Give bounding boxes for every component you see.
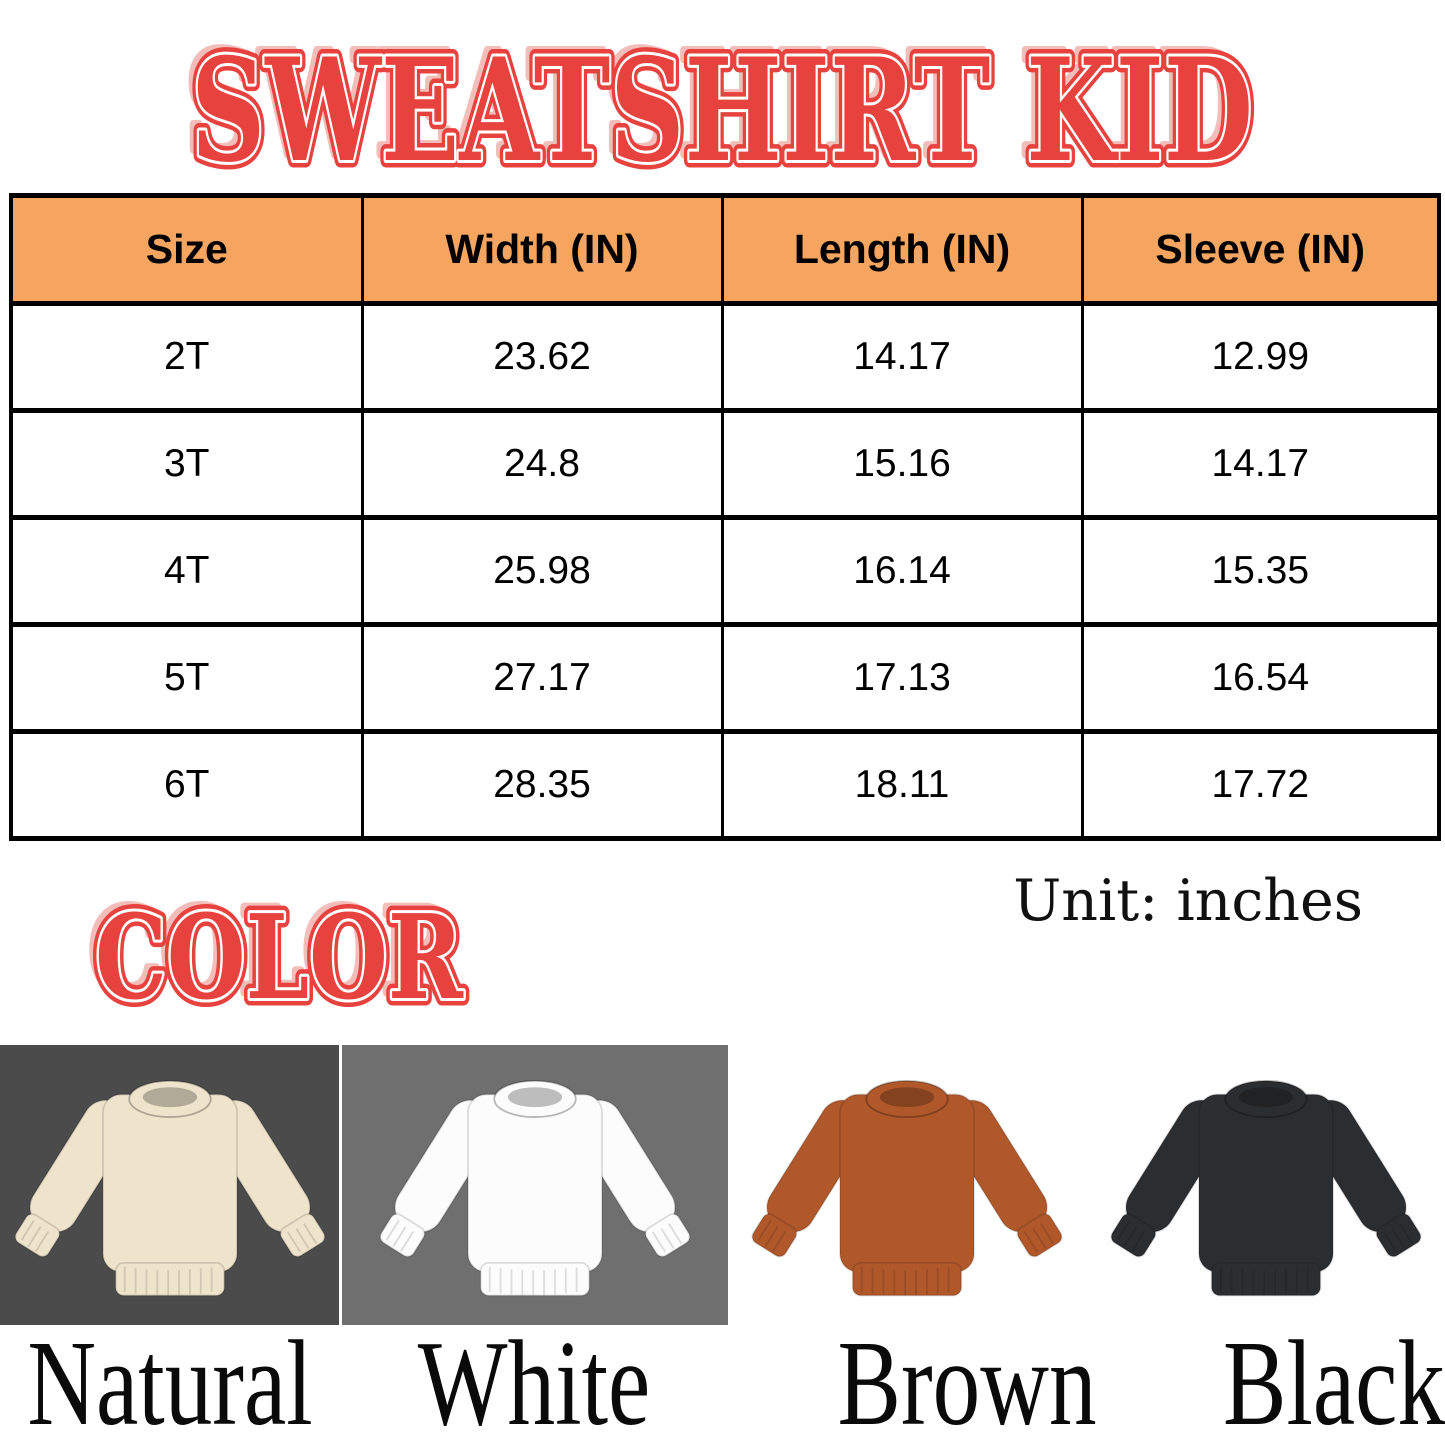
table-row-6t: 6T 28.35 18.11 17.72: [9, 729, 1441, 841]
cell-width: 24.8: [360, 408, 724, 520]
color-heading-front: COLOR: [95, 893, 464, 1026]
swatch-panel-white: [339, 1045, 728, 1325]
header-cell-width: Width (IN): [360, 193, 724, 306]
cell-width: 23.62: [360, 301, 724, 413]
page-title-ghost: SWEATSHIRT KID: [185, 22, 1247, 188]
cell-length: 18.11: [720, 729, 1084, 841]
swatch-labels-row: Natural White Brown Black: [0, 1322, 1445, 1445]
cell-size: 4T: [9, 515, 364, 627]
swatch-panel-natural: [0, 1045, 340, 1325]
cell-sleeve: 14.17: [1080, 408, 1441, 520]
color-heading-outline: COLOR: [95, 893, 464, 1026]
header-cell-length: Length (IN): [720, 193, 1084, 306]
cell-width: 27.17: [360, 622, 724, 734]
swatch-panel-brown: [727, 1045, 1087, 1325]
swatch-panel-black: [1086, 1045, 1445, 1325]
swatch-photo-strip: [0, 1045, 1445, 1325]
page-title-front: SWEATSHIRT KID: [191, 28, 1253, 194]
swatch-label-brown: Brown: [837, 1316, 1097, 1445]
table-row-5t: 5T 27.17 17.13 16.54: [9, 622, 1441, 734]
unit-note: Unit: inches: [1013, 868, 1363, 934]
sweatshirt-brown-image: [744, 1049, 1070, 1321]
cell-width: 25.98: [360, 515, 724, 627]
cell-length: 16.14: [720, 515, 1084, 627]
cell-length: 17.13: [720, 622, 1084, 734]
sweatshirt-black-image: [1103, 1049, 1429, 1321]
swatch-label-black: Black: [1223, 1316, 1445, 1445]
page-title-text: SWEATSHIRT KID SWEATSHIRT KID SWEATSHIRT…: [181, 18, 1261, 202]
size-table: Size Width (IN) Length (IN) Sleeve (IN) …: [9, 193, 1441, 841]
swatch-label-white: White: [417, 1316, 651, 1445]
cell-sleeve: 16.54: [1080, 622, 1441, 734]
page-title: SWEATSHIRT KID SWEATSHIRT KID SWEATSHIRT…: [0, 18, 1445, 202]
sweatshirt-natural-image: [7, 1049, 333, 1321]
cell-length: 15.16: [720, 408, 1084, 520]
cell-sleeve: 12.99: [1080, 301, 1441, 413]
cell-width: 28.35: [360, 729, 724, 841]
color-heading-ghost: COLOR: [89, 893, 458, 1020]
size-table-header-row: Size Width (IN) Length (IN) Sleeve (IN): [9, 193, 1441, 306]
header-cell-sleeve: Sleeve (IN): [1080, 193, 1441, 306]
header-cell-size: Size: [9, 193, 364, 306]
cell-size: 5T: [9, 622, 364, 734]
table-row-4t: 4T 25.98 16.14 15.35: [9, 515, 1441, 627]
cell-sleeve: 17.72: [1080, 729, 1441, 841]
cell-size: 3T: [9, 408, 364, 520]
cell-size: 2T: [9, 301, 364, 413]
color-heading: COLOR COLOR COLOR: [55, 880, 635, 1034]
cell-length: 14.17: [720, 301, 1084, 413]
swatch-label-natural: Natural: [27, 1316, 313, 1445]
color-heading-text: COLOR COLOR COLOR: [85, 880, 472, 1034]
page-title-outline: SWEATSHIRT KID: [191, 28, 1253, 194]
table-row-2t: 2T 23.62 14.17 12.99: [9, 301, 1441, 413]
cell-sleeve: 15.35: [1080, 515, 1441, 627]
table-row-3t: 3T 24.8 15.16 14.17: [9, 408, 1441, 520]
sweatshirt-white-image: [372, 1049, 698, 1321]
cell-size: 6T: [9, 729, 364, 841]
